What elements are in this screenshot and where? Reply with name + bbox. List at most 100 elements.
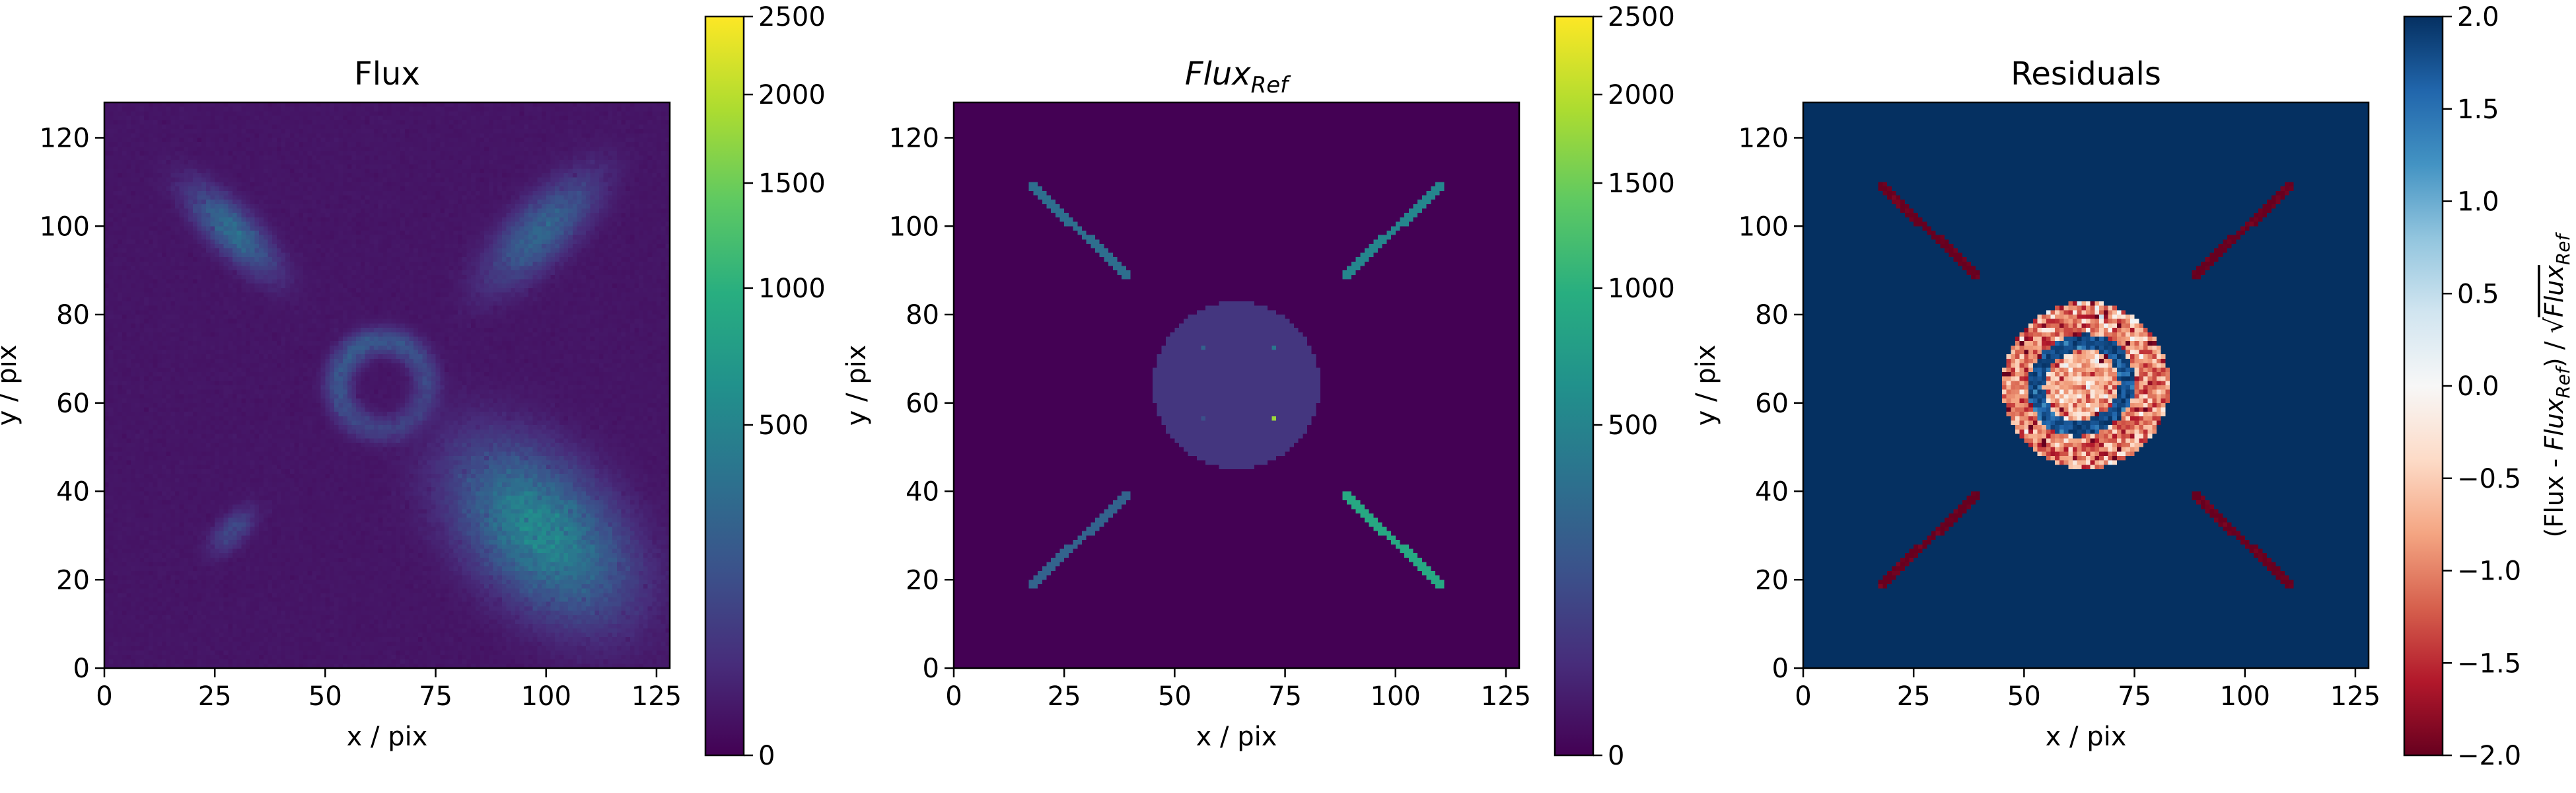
y-tick-label: 80 [906,300,939,330]
x-tick-label: 0 [96,681,112,712]
colorbar-tick-label: 0.0 [2457,371,2499,402]
panel-flux: Flux 0 25 50 75 100 125 0 20 40 60 80 100 120 x / p… [0,2,826,771]
colorbar-tick-label: 500 [758,410,808,441]
colorbar-tick-label: 2.0 [2457,2,2499,32]
y-tick-label: 100 [40,211,90,242]
colorbar-tick-label: 0 [758,741,775,771]
y-tick-label: 0 [73,654,90,684]
y-tick-label: 60 [906,389,939,419]
x-ticks: 0 25 50 75 100 125 [96,668,682,712]
colorbar-tick-label: 1.5 [2457,94,2499,125]
x-tick-label: 50 [308,681,342,712]
colorbar-tick-label: −1.5 [2457,648,2521,679]
colorbar-tick-label: 2000 [758,80,826,110]
y-tick-label: 0 [1772,654,1789,684]
colorbar-gradient [704,15,745,757]
y-tick-label: 120 [40,124,90,154]
x-tick-label: 0 [945,681,962,712]
colorbar-tick-label: 1500 [758,169,826,199]
x-tick-label: 125 [1481,681,1531,712]
panel-title: Flux [354,56,420,93]
y-tick-label: 40 [56,477,90,508]
colorbar-ticks: −2.0 −1.5 −1.0 −0.5 0.0 0.5 1.0 1.5 2.0 [2443,2,2521,771]
colorbar-gradient [1554,15,1594,757]
y-tick-label: 60 [1755,389,1789,419]
x-tick-label: 25 [1897,681,1931,712]
heatmap-image [954,102,1519,668]
plot-frame [103,101,671,669]
heatmap-area [1802,101,2370,669]
y-tick-label: 40 [906,477,939,508]
colorbar-label-part: Ref [2552,365,2574,398]
heatmap-image [1803,102,2369,668]
colorbar-label-part: Flux [2540,265,2569,317]
y-ticks: 0 20 40 60 80 100 120 [1738,124,1803,684]
colorbar: 0 500 1000 1500 2000 2500 [1554,2,1675,771]
title-main: Flux [1185,56,1251,93]
colorbar-tick-label: 1500 [1608,169,1675,199]
y-axis-label: y / pix [841,345,872,426]
x-tick-label: 100 [2220,681,2270,712]
colorbar-tick-label: 0 [1608,741,1624,771]
panel-title: Residuals [2011,56,2161,93]
x-tick-label: 100 [521,681,571,712]
y-tick-label: 60 [56,389,90,419]
x-tick-label: 0 [1795,681,1811,712]
colorbar: 0 500 1000 1500 2000 2500 [704,2,826,771]
x-ticks: 0 25 50 75 100 125 [945,668,1531,712]
colorbar-tick-label: 1.0 [2457,187,2499,217]
x-tick-label: 100 [1371,681,1421,712]
x-axis-label: x / pix [2046,722,2127,752]
x-tick-label: 50 [2007,681,2041,712]
x-tick-label: 75 [2118,681,2151,712]
x-axis-label: x / pix [347,722,428,752]
x-tick-label: 25 [198,681,232,712]
y-tick-label: 0 [923,654,939,684]
colorbar-tick-label: −2.0 [2457,741,2521,771]
colorbar-tick-label: −1.0 [2457,556,2521,587]
y-tick-label: 40 [1755,477,1789,508]
colorbar-tick-label: 1000 [1608,274,1675,304]
x-tick-label: 50 [1158,681,1192,712]
colorbar-label-part: Ref [2552,231,2574,265]
colorbar-tick-label: 0.5 [2457,279,2499,309]
colorbar-ticks: 0 500 1000 1500 2000 2500 [1593,2,1675,771]
y-tick-label: 100 [1738,211,1789,242]
panel-residuals: Residuals 0 25 50 75 100 125 020406080100120 … [1691,2,2574,771]
x-tick-label: 125 [2330,681,2380,712]
colorbar-tick-label: 2000 [1608,80,1675,110]
colorbar-label-part: (Flux - [2540,451,2569,538]
colorbar-tick-label: −0.5 [2457,464,2521,494]
colorbar-tick-label: 1000 [758,274,826,304]
colorbar-tick-label: 500 [1608,410,1658,441]
heatmap-area [952,101,1521,669]
y-tick-label: 80 [56,300,90,330]
y-tick-label: 20 [56,565,90,595]
y-ticks: 0 20 40 60 80 100 120 [40,124,104,684]
colorbar-label-part: Flux [2540,398,2569,450]
colorbar-ticks: 0 500 1000 1500 2000 2500 [744,2,826,771]
plot-frame [952,101,1521,669]
y-ticks: 0 20 40 60 80 100 120 [889,124,954,684]
y-axis-label: y / pix [0,345,22,426]
y-tick-label: 80 [1755,300,1789,330]
x-tick-label: 75 [1268,681,1302,712]
colorbar-tick-label: 2500 [758,2,826,32]
heatmap-area [103,101,671,669]
panel-flux-ref: FluxRef 0 25 50 75 100 125 0 20 40 60 80 100 120 x … [841,2,1675,771]
panel-title: FluxRef [1185,56,1291,98]
colorbar-tick-label: 2500 [1608,2,1675,32]
x-tick-label: 125 [631,681,682,712]
y-tick-label: 120 [1738,124,1789,154]
title-subscript: Ref [1251,72,1292,98]
y-tick-label: 20 [1755,565,1789,595]
colorbar-label: (Flux - FluxRef) / √FluxRef [2540,231,2574,537]
plot-frame [1802,101,2370,669]
y-tick-label: 100 [889,211,939,242]
y-tick-label: 120 [889,124,939,154]
y-tick-label: 20 [906,565,939,595]
colorbar: −2.0 −1.5 −1.0 −0.5 0.0 0.5 1.0 1.5 2.0 (Flux - … [2403,2,2574,771]
x-tick-label: 75 [419,681,452,712]
heatmap-image [104,102,670,668]
